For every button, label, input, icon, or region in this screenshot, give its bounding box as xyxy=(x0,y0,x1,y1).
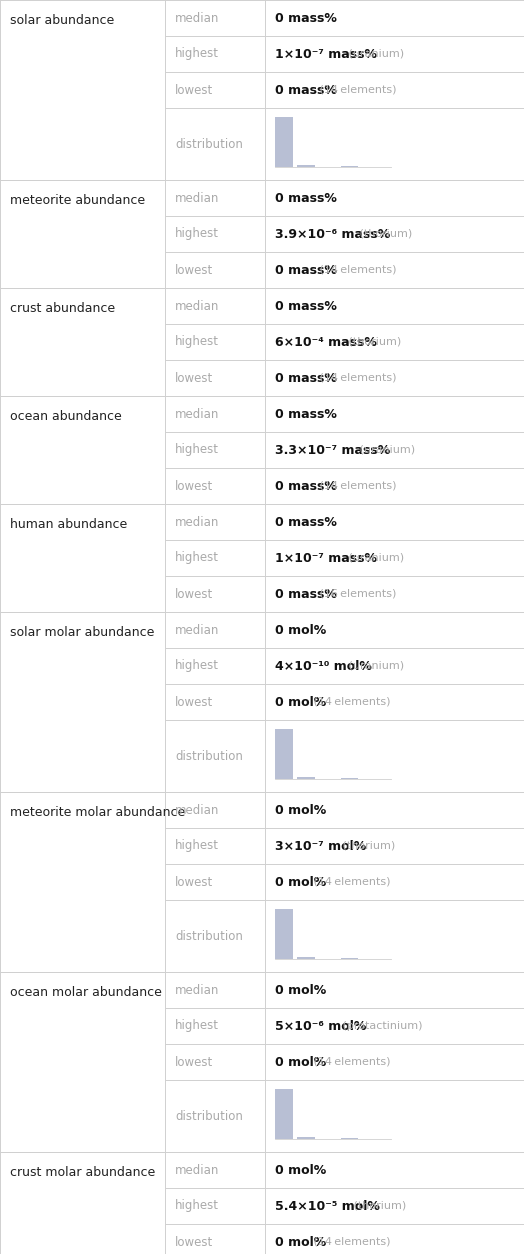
Text: highest: highest xyxy=(175,336,219,349)
Text: 3×10⁻⁷ mol%: 3×10⁻⁷ mol% xyxy=(275,839,366,853)
Text: (uranium): (uranium) xyxy=(356,445,416,455)
Text: 0 mass%: 0 mass% xyxy=(275,588,337,601)
Text: highest: highest xyxy=(175,444,219,456)
Text: lowest: lowest xyxy=(175,1235,213,1249)
Text: crust abundance: crust abundance xyxy=(10,302,115,315)
Text: lowest: lowest xyxy=(175,263,213,276)
Text: 0 mass%: 0 mass% xyxy=(275,479,337,493)
Text: 3.3×10⁻⁷ mass%: 3.3×10⁻⁷ mass% xyxy=(275,444,390,456)
Text: 1×10⁻⁷ mass%: 1×10⁻⁷ mass% xyxy=(275,48,377,60)
Text: highest: highest xyxy=(175,660,219,672)
Text: median: median xyxy=(175,983,220,997)
Text: distribution: distribution xyxy=(175,929,243,943)
Text: (14 elements): (14 elements) xyxy=(315,265,396,275)
Text: lowest: lowest xyxy=(175,696,213,709)
Text: 0 mass%: 0 mass% xyxy=(275,371,337,385)
Text: (uranium): (uranium) xyxy=(345,661,403,671)
Bar xyxy=(275,117,293,167)
Text: (14 elements): (14 elements) xyxy=(310,697,390,707)
Text: 0 mass%: 0 mass% xyxy=(275,192,337,204)
Text: meteorite abundance: meteorite abundance xyxy=(10,194,145,207)
Text: highest: highest xyxy=(175,48,219,60)
Text: distribution: distribution xyxy=(175,1110,243,1122)
Text: (uranium): (uranium) xyxy=(345,553,403,563)
Text: human abundance: human abundance xyxy=(10,518,127,530)
Bar xyxy=(297,777,315,779)
Text: median: median xyxy=(175,192,220,204)
Text: 0 mol%: 0 mol% xyxy=(275,696,326,709)
Text: 3.9×10⁻⁶ mass%: 3.9×10⁻⁶ mass% xyxy=(275,227,390,241)
Text: median: median xyxy=(175,300,220,312)
Text: 1×10⁻⁷ mass%: 1×10⁻⁷ mass% xyxy=(275,552,377,564)
Text: 0 mass%: 0 mass% xyxy=(275,84,337,97)
Text: (uranium): (uranium) xyxy=(345,49,403,59)
Text: (14 elements): (14 elements) xyxy=(315,85,396,95)
Bar xyxy=(275,1088,293,1139)
Text: ocean molar abundance: ocean molar abundance xyxy=(10,986,162,999)
Text: 0 mol%: 0 mol% xyxy=(275,1056,326,1068)
Text: lowest: lowest xyxy=(175,1056,213,1068)
Text: 0 mass%: 0 mass% xyxy=(275,300,337,312)
Bar xyxy=(297,1137,315,1139)
Bar xyxy=(297,166,315,167)
Text: (thorium): (thorium) xyxy=(351,1201,407,1211)
Bar xyxy=(275,909,293,959)
Bar xyxy=(275,729,293,779)
Text: lowest: lowest xyxy=(175,371,213,385)
Text: 0 mass%: 0 mass% xyxy=(275,263,337,276)
Text: ocean abundance: ocean abundance xyxy=(10,410,122,423)
Text: (thorium): (thorium) xyxy=(345,337,401,347)
Text: solar molar abundance: solar molar abundance xyxy=(10,626,155,640)
Text: median: median xyxy=(175,1164,220,1176)
Text: highest: highest xyxy=(175,552,219,564)
Text: 5.4×10⁻⁵ mol%: 5.4×10⁻⁵ mol% xyxy=(275,1200,380,1213)
Text: median: median xyxy=(175,515,220,528)
Text: 6×10⁻⁴ mass%: 6×10⁻⁴ mass% xyxy=(275,336,377,349)
Text: highest: highest xyxy=(175,839,219,853)
Text: (14 elements): (14 elements) xyxy=(315,372,396,382)
Text: meteorite molar abundance: meteorite molar abundance xyxy=(10,806,185,819)
Text: 0 mol%: 0 mol% xyxy=(275,1235,326,1249)
Text: (14 elements): (14 elements) xyxy=(310,877,390,887)
Text: 0 mol%: 0 mol% xyxy=(275,623,326,637)
Text: (thorium): (thorium) xyxy=(339,841,395,851)
Text: 0 mass%: 0 mass% xyxy=(275,515,337,528)
Text: 0 mol%: 0 mol% xyxy=(275,875,326,889)
Text: (thorium): (thorium) xyxy=(356,229,412,240)
Text: 0 mol%: 0 mol% xyxy=(275,983,326,997)
Text: 0 mass%: 0 mass% xyxy=(275,11,337,25)
Text: solar abundance: solar abundance xyxy=(10,14,114,28)
Text: crust molar abundance: crust molar abundance xyxy=(10,1166,155,1179)
Text: lowest: lowest xyxy=(175,875,213,889)
Text: 0 mol%: 0 mol% xyxy=(275,804,326,816)
Text: (protactinium): (protactinium) xyxy=(339,1021,422,1031)
Text: highest: highest xyxy=(175,1020,219,1032)
Text: highest: highest xyxy=(175,227,219,241)
Text: median: median xyxy=(175,804,220,816)
Text: distribution: distribution xyxy=(175,750,243,762)
Text: lowest: lowest xyxy=(175,84,213,97)
Bar xyxy=(297,957,315,959)
Text: median: median xyxy=(175,11,220,25)
Text: 0 mass%: 0 mass% xyxy=(275,408,337,420)
Text: median: median xyxy=(175,408,220,420)
Text: distribution: distribution xyxy=(175,138,243,150)
Text: highest: highest xyxy=(175,1200,219,1213)
Text: (14 elements): (14 elements) xyxy=(310,1057,390,1067)
Text: lowest: lowest xyxy=(175,479,213,493)
Text: (16 elements): (16 elements) xyxy=(315,589,396,599)
Text: median: median xyxy=(175,623,220,637)
Text: 4×10⁻¹⁰ mol%: 4×10⁻¹⁰ mol% xyxy=(275,660,372,672)
Text: (14 elements): (14 elements) xyxy=(310,1236,390,1246)
Text: 5×10⁻⁶ mol%: 5×10⁻⁶ mol% xyxy=(275,1020,366,1032)
Text: (14 elements): (14 elements) xyxy=(315,482,396,492)
Text: lowest: lowest xyxy=(175,588,213,601)
Text: 0 mol%: 0 mol% xyxy=(275,1164,326,1176)
